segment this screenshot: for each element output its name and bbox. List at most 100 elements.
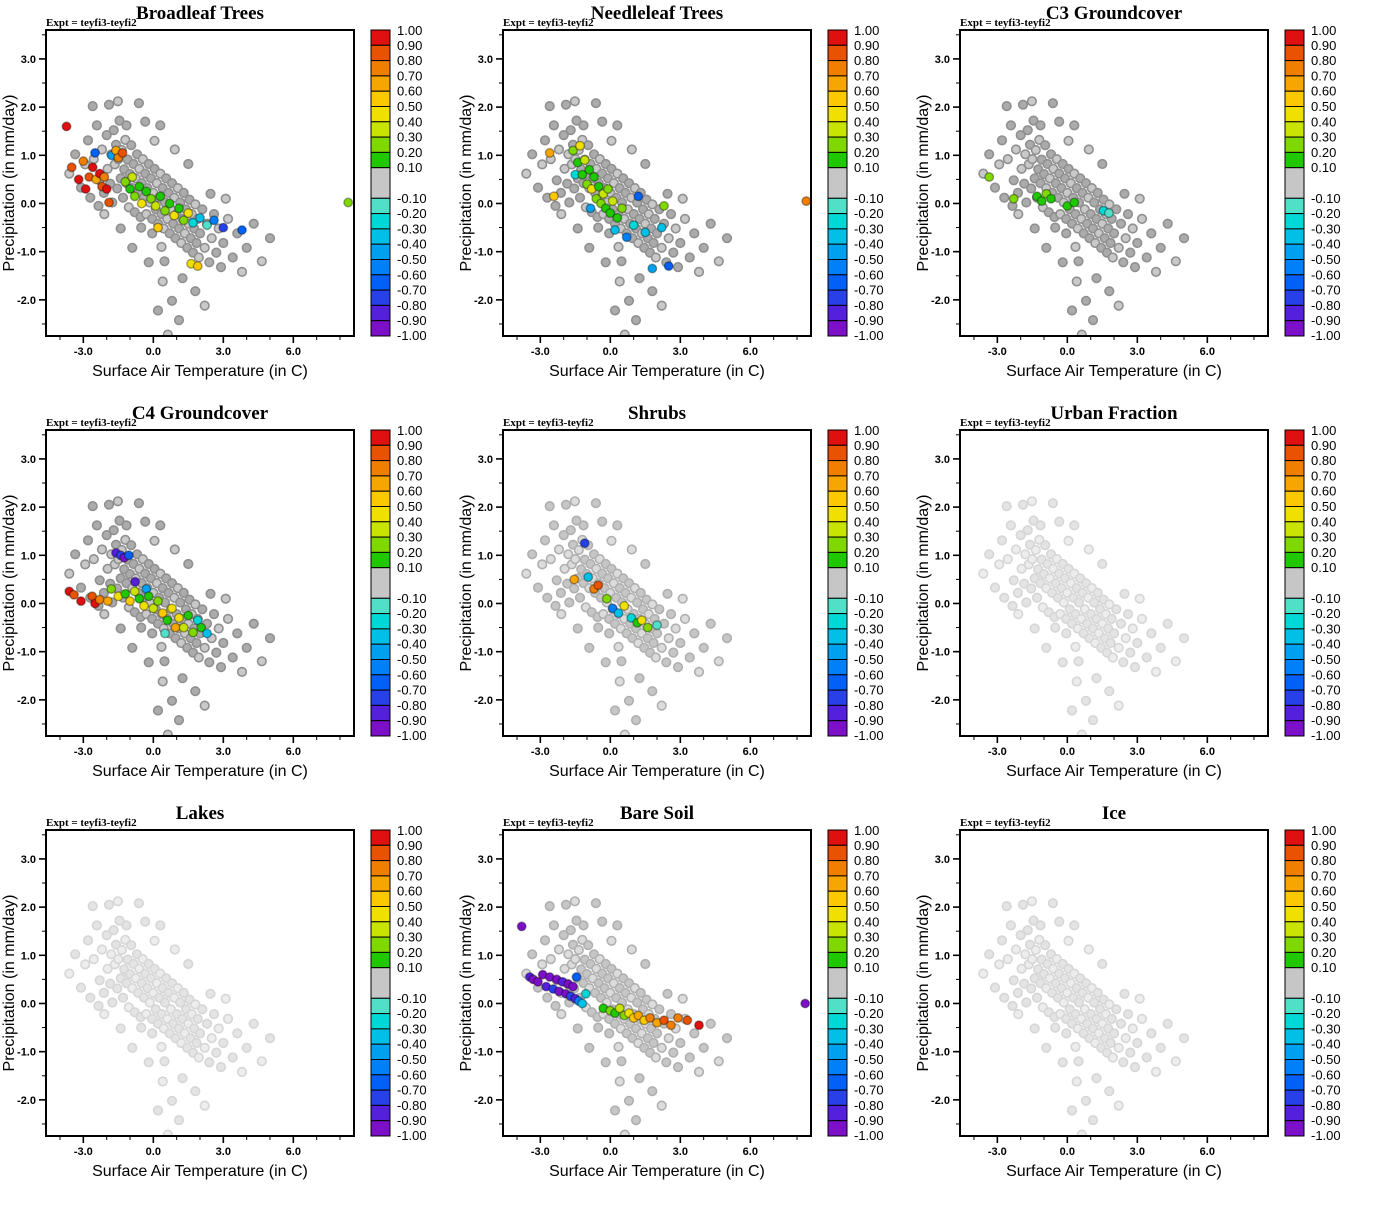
colorbar-segment xyxy=(1284,243,1305,260)
colorbar-segment xyxy=(370,829,391,846)
x-tick-label: -3.0 xyxy=(74,1146,93,1158)
colorbar-tick-label: 1.00 xyxy=(854,23,879,38)
colorbar-segment xyxy=(370,228,391,245)
x-tick-label: -3.0 xyxy=(531,746,550,758)
x-tick-label: -3.0 xyxy=(531,1146,550,1158)
y-tick-label: -1.0 xyxy=(17,1047,36,1059)
colorbar-tick-label: -0.60 xyxy=(1311,667,1341,682)
colorbar-tick-label: -0.20 xyxy=(1311,606,1341,621)
colorbar-tick-label: 0.20 xyxy=(1311,545,1336,560)
colorbar-tick-label: 0.90 xyxy=(854,38,879,53)
colorbar-segment xyxy=(1284,951,1305,969)
x-tick-label: 6.0 xyxy=(743,1146,758,1158)
colorbar-tick-label: 0.10 xyxy=(854,960,879,975)
colorbar-segment xyxy=(827,567,848,599)
colorbar-tick-label: 0.60 xyxy=(1311,484,1336,499)
colorbar-segment xyxy=(827,1074,848,1091)
y-axis-label: Precipitation (in mm/day) xyxy=(915,895,932,1072)
colorbar-segment xyxy=(370,1043,391,1060)
colorbar-segment xyxy=(827,243,848,260)
y-tick-label: 0.0 xyxy=(935,198,950,210)
y-tick-label: 0.0 xyxy=(478,998,493,1010)
colorbar-segment xyxy=(827,44,848,62)
experiment-label: Expt = teyfi3-teyfi2 xyxy=(46,417,137,429)
y-tick-label: -2.0 xyxy=(474,1095,493,1107)
colorbar-segment xyxy=(827,1028,848,1045)
x-tick-label: 6.0 xyxy=(1200,746,1215,758)
colorbar-segment xyxy=(1284,1028,1305,1045)
colorbar-tick-label: -0.30 xyxy=(1311,621,1341,636)
colorbar-segment xyxy=(370,274,391,291)
x-axis-label: Surface Air Temperature (in C) xyxy=(549,363,765,380)
panel-bare-soil: Bare Soil Expt = teyfi3-teyfi2 -3.0 0.0 3.0 6… xyxy=(457,800,914,1200)
colorbar-tick-label: 0.90 xyxy=(854,438,879,453)
colorbar-segment xyxy=(1284,613,1305,630)
colorbar-segment xyxy=(827,674,848,691)
x-tick-label: -3.0 xyxy=(988,346,1007,358)
y-tick-label: 3.0 xyxy=(21,454,36,466)
colorbar-tick-label: 0.30 xyxy=(854,930,879,945)
colorbar-tick-label: 0.10 xyxy=(1311,960,1336,975)
colorbar-segment xyxy=(827,689,848,706)
x-tick-label: 3.0 xyxy=(673,1146,688,1158)
colorbar-segment xyxy=(827,844,848,862)
experiment-label: Expt = teyfi3-teyfi2 xyxy=(960,417,1051,429)
y-tick-label: 0.0 xyxy=(21,598,36,610)
colorbar-tick-label: 0.60 xyxy=(1311,84,1336,99)
colorbar-segment xyxy=(370,475,391,492)
colorbar-tick-label: -0.10 xyxy=(854,591,884,606)
x-axis-label: Surface Air Temperature (in C) xyxy=(549,763,765,780)
panel-needleleaf-trees: Needleleaf Trees Expt = teyfi3-teyfi2 -3.0… xyxy=(457,0,914,400)
colorbar-segment xyxy=(1284,551,1305,569)
colorbar-segment xyxy=(1284,60,1305,77)
x-axis-label: Surface Air Temperature (in C) xyxy=(549,1163,765,1180)
x-axis-label: Surface Air Temperature (in C) xyxy=(92,363,308,380)
colorbar-tick-label: -0.50 xyxy=(397,252,427,267)
colorbar-tick-label: 0.40 xyxy=(1311,114,1336,129)
y-tick-label: 1.0 xyxy=(21,950,36,962)
colorbar-segment xyxy=(827,444,848,462)
colorbar-tick-label: 0.60 xyxy=(854,84,879,99)
colorbar-tick-label: -0.60 xyxy=(397,667,427,682)
colorbar-segment xyxy=(370,304,391,322)
colorbar-tick-label: -1.00 xyxy=(854,728,884,743)
panel-broadleaf-trees: Broadleaf Trees Expt = teyfi3-teyfi2 -3.0 0… xyxy=(0,0,457,400)
colorbar-tick-label: -1.00 xyxy=(1311,728,1341,743)
scatter-points xyxy=(978,496,1190,736)
colorbar-segment xyxy=(370,613,391,630)
colorbar-tick-label: 0.40 xyxy=(1311,514,1336,529)
x-tick-label: 6.0 xyxy=(286,1146,301,1158)
colorbar-segment xyxy=(827,429,848,446)
colorbar-segment xyxy=(827,167,848,199)
colorbar-tick-label: -0.40 xyxy=(1311,237,1341,252)
y-axis-label: Precipitation (in mm/day) xyxy=(1,495,18,672)
y-tick-label: -2.0 xyxy=(17,695,36,707)
colorbar-tick-label: -1.00 xyxy=(854,328,884,343)
colorbar-tick-label: 0.40 xyxy=(854,114,879,129)
colorbar-tick-label: 0.50 xyxy=(1311,99,1336,114)
colorbar-segment xyxy=(370,1059,391,1076)
x-tick-label: -3.0 xyxy=(988,746,1007,758)
colorbar-tick-label: -0.90 xyxy=(1311,1113,1341,1128)
colorbar-tick-label: -1.00 xyxy=(1311,328,1341,343)
y-tick-label: 3.0 xyxy=(935,454,950,466)
colorbar-tick-label: -0.90 xyxy=(1311,313,1341,328)
colorbar-segment xyxy=(827,259,848,276)
colorbar-tick-label: 0.70 xyxy=(397,468,422,483)
y-tick-label: 3.0 xyxy=(478,854,493,866)
colorbar-segment xyxy=(370,444,391,462)
colorbar-tick-label: -0.50 xyxy=(1311,1052,1341,1067)
y-tick-label: 2.0 xyxy=(21,902,36,914)
colorbar-tick-label: -0.90 xyxy=(397,313,427,328)
colorbar-tick-label: 0.90 xyxy=(397,438,422,453)
y-axis-label: Precipitation (in mm/day) xyxy=(458,95,475,272)
colorbar-tick-label: -0.70 xyxy=(397,283,427,298)
x-tick-label: -3.0 xyxy=(74,346,93,358)
colorbar-segment xyxy=(827,659,848,676)
colorbar-segment xyxy=(827,475,848,492)
colorbar-segment xyxy=(370,967,391,999)
colorbar-segment xyxy=(1284,460,1305,477)
colorbar-tick-label: 0.30 xyxy=(397,530,422,545)
x-tick-label: -3.0 xyxy=(531,346,550,358)
